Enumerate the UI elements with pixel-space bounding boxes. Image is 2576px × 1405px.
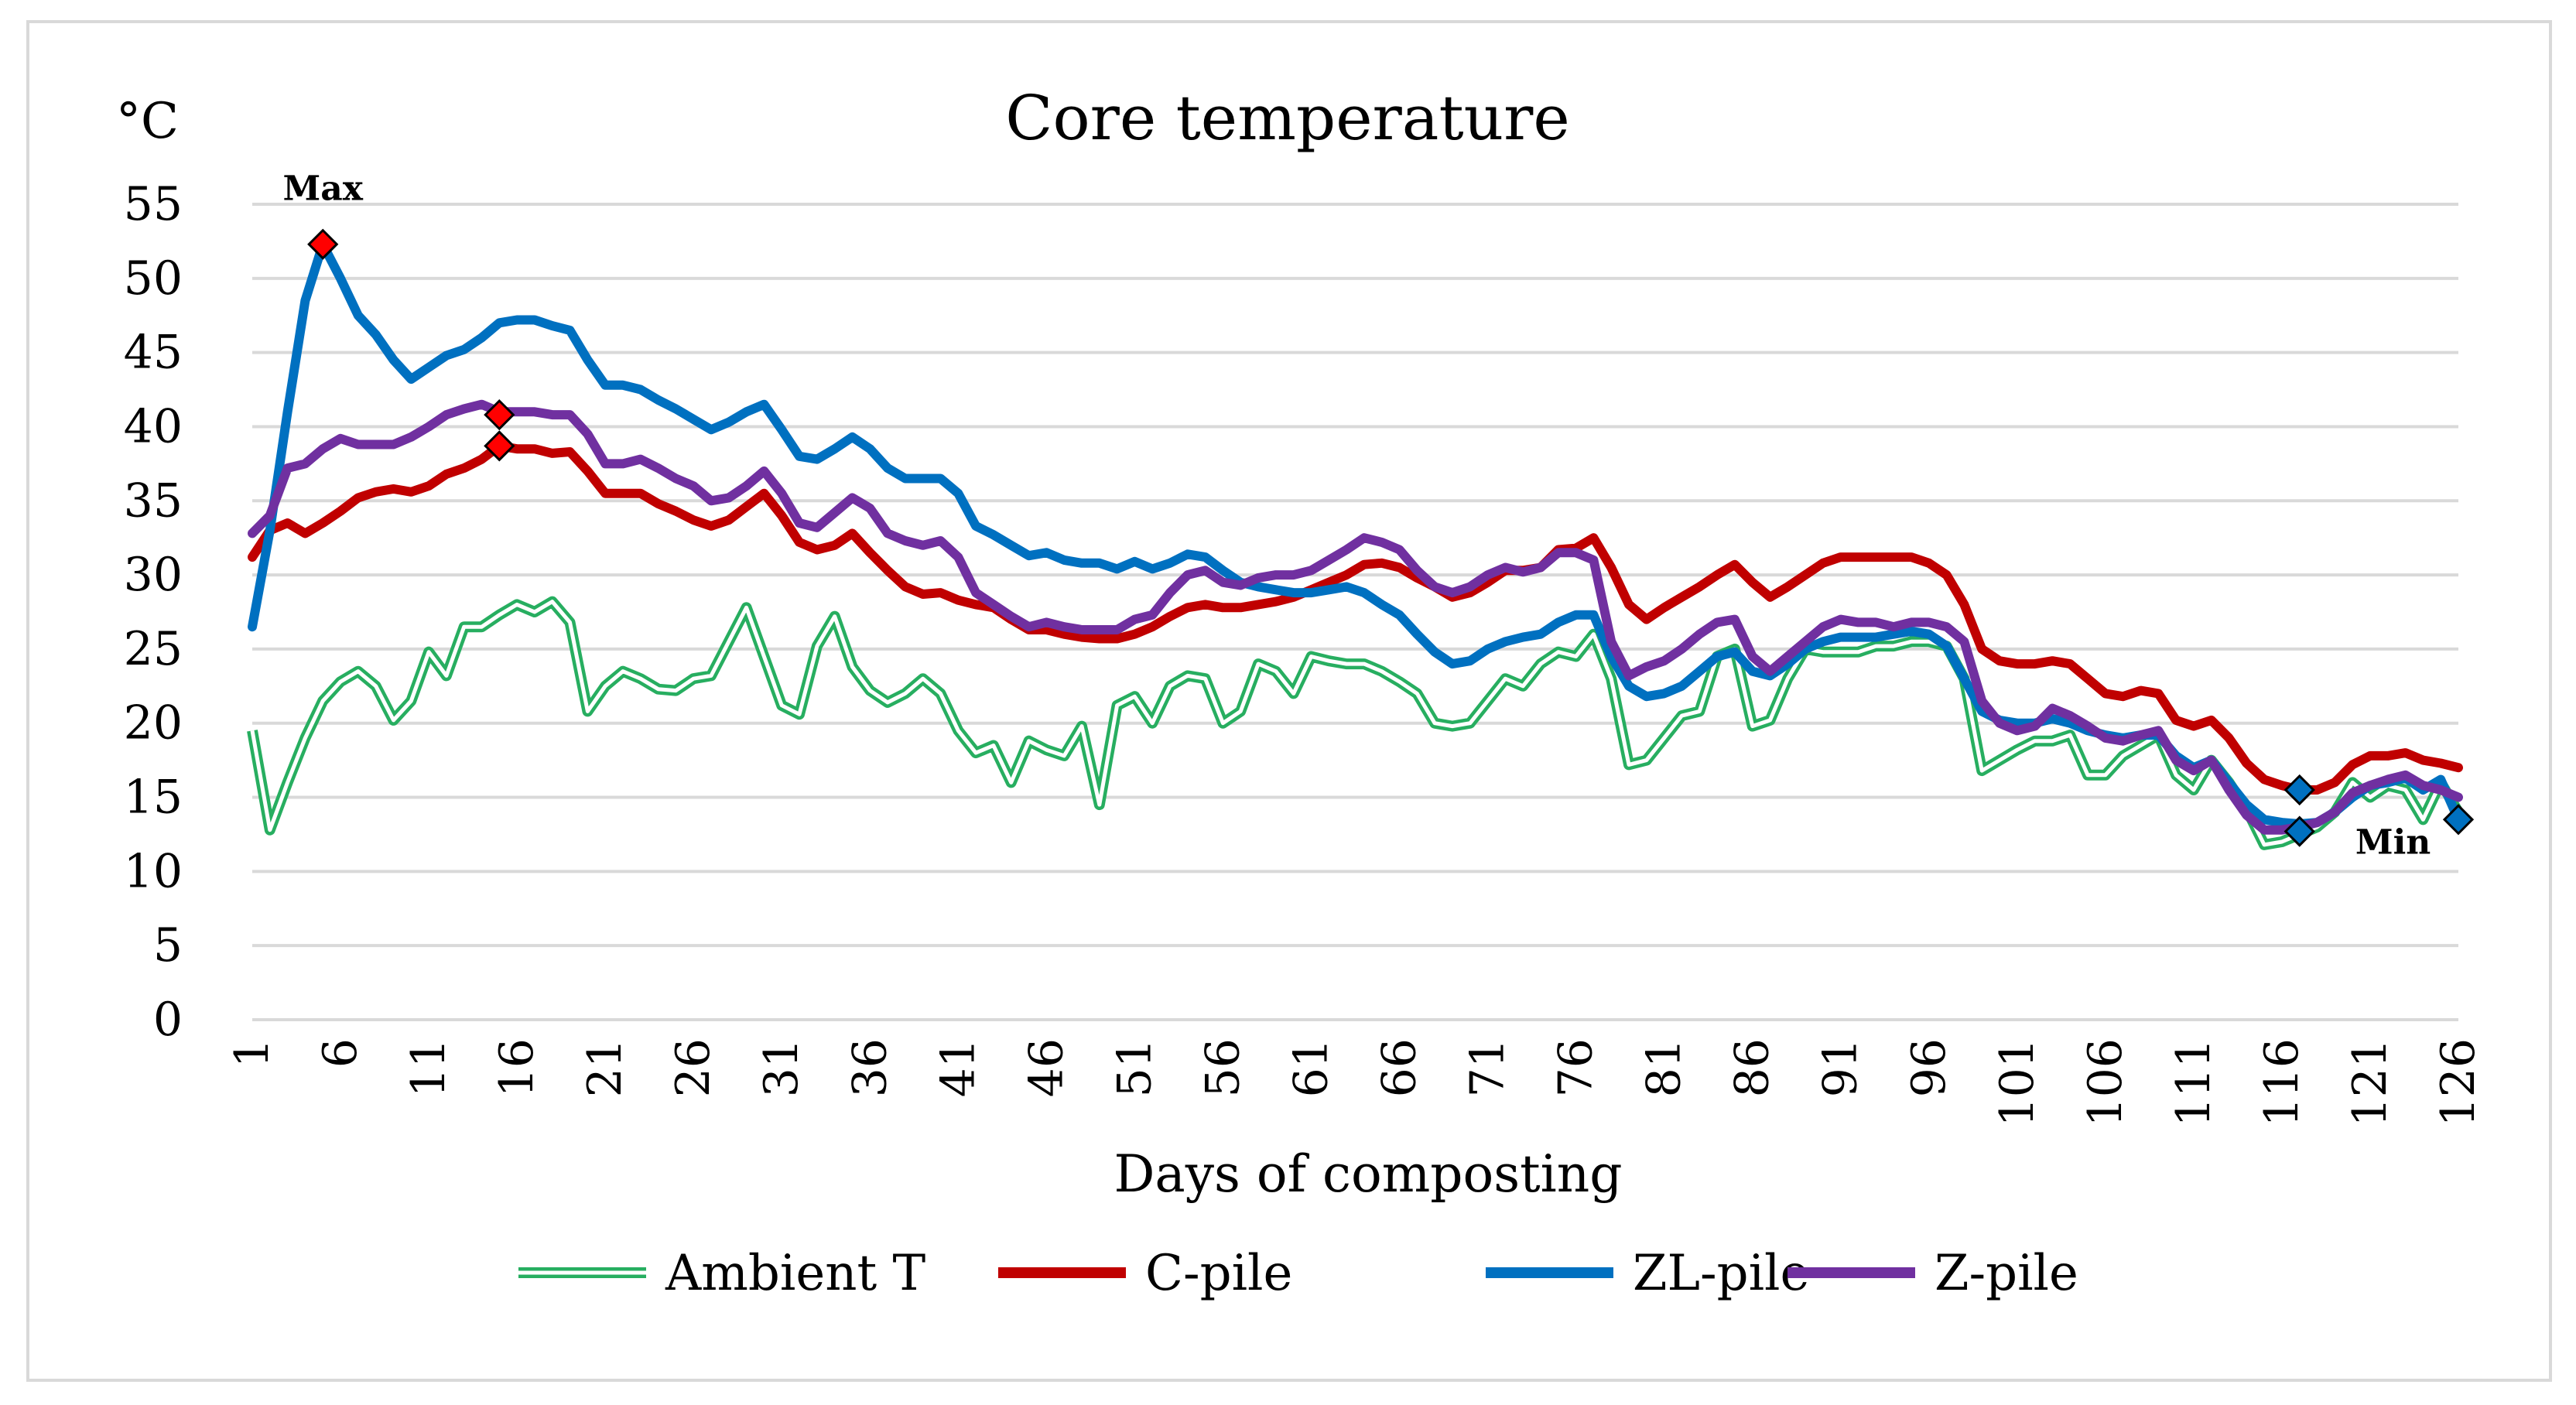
y-tick-label: 30 bbox=[124, 548, 183, 602]
x-tick-label: 76 bbox=[1549, 1038, 1603, 1097]
y-tick-label: 40 bbox=[124, 399, 183, 453]
x-tick-label: 31 bbox=[754, 1038, 809, 1097]
x-tick-label: 116 bbox=[2255, 1038, 2309, 1127]
series-line-ambient-t-inner bbox=[250, 600, 2461, 847]
y-tick-label: 0 bbox=[153, 993, 183, 1047]
legend-label-z-pile: Z-pile bbox=[1935, 1245, 2078, 1302]
y-tick-label: 45 bbox=[124, 326, 183, 380]
extreme-markers bbox=[307, 228, 2475, 847]
x-tick-label: 41 bbox=[931, 1038, 985, 1097]
y-tick-label: 50 bbox=[124, 251, 183, 306]
max-marker-zl-pile bbox=[307, 228, 339, 260]
y-axis-label: °C bbox=[116, 93, 179, 150]
y-tick-label: 25 bbox=[124, 622, 183, 676]
min-marker-z-pile bbox=[2284, 815, 2315, 847]
x-tick-label: 6 bbox=[313, 1038, 368, 1068]
annotations: Max Min bbox=[283, 169, 2431, 862]
max-marker-z-pile bbox=[484, 399, 515, 431]
chart-title: Core temperature bbox=[1005, 82, 1570, 154]
legend-label-c-pile: C-pile bbox=[1145, 1245, 1292, 1302]
gridlines bbox=[252, 203, 2458, 1021]
y-tick-label: 20 bbox=[124, 696, 183, 750]
legend-label-zl-pile: ZL-pile bbox=[1633, 1245, 1809, 1302]
annotation-max: Max bbox=[283, 169, 364, 208]
y-tick-label: 5 bbox=[153, 918, 183, 973]
x-tick-label: 91 bbox=[1814, 1038, 1868, 1097]
x-tick-label: 101 bbox=[1990, 1038, 2044, 1127]
x-tick-label: 16 bbox=[490, 1038, 544, 1097]
y-tick-label: 15 bbox=[124, 771, 183, 825]
x-tick-label: 121 bbox=[2343, 1038, 2397, 1127]
max-marker-c-pile bbox=[484, 430, 515, 462]
series-line-c-pile bbox=[248, 441, 2463, 795]
y-tick-label: 10 bbox=[124, 844, 183, 898]
x-tick-label: 86 bbox=[1726, 1038, 1780, 1097]
x-tick-label: 81 bbox=[1637, 1038, 1692, 1097]
y-tick-labels: 0 5 10 15 20 25 30 35 40 45 50 55 bbox=[124, 177, 183, 1047]
min-marker-zl-pile bbox=[2442, 804, 2475, 836]
x-tick-label: 56 bbox=[1196, 1038, 1250, 1097]
series-lines bbox=[247, 239, 2464, 850]
min-marker-zl-pile bbox=[2284, 774, 2315, 806]
x-tick-label: 46 bbox=[1019, 1038, 1073, 1097]
legend-label-ambient-t: Ambient T bbox=[665, 1245, 926, 1302]
x-tick-label: 11 bbox=[402, 1038, 456, 1097]
x-tick-label: 106 bbox=[2078, 1038, 2133, 1127]
x-tick-label: 71 bbox=[1461, 1038, 1515, 1097]
x-tick-label: 1 bbox=[225, 1038, 279, 1068]
x-tick-label: 61 bbox=[1284, 1038, 1338, 1097]
x-tick-label: 66 bbox=[1373, 1038, 1427, 1097]
y-tick-label: 55 bbox=[124, 177, 183, 231]
x-tick-label: 96 bbox=[1902, 1038, 1956, 1097]
legend: Ambient T C-pile ZL-pile Z-pile bbox=[518, 1245, 2078, 1302]
x-tick-labels: 1 6 11 16 21 26 31 36 41 46 51 56 61 66 71 76 81 86 91 96 10… bbox=[225, 1038, 2485, 1127]
y-tick-label: 35 bbox=[124, 473, 183, 528]
annotation-min: Min bbox=[2355, 822, 2431, 862]
x-tick-label: 36 bbox=[843, 1038, 897, 1097]
x-tick-label: 26 bbox=[666, 1038, 720, 1097]
x-tick-label: 111 bbox=[2167, 1038, 2221, 1127]
x-tick-label: 21 bbox=[578, 1038, 632, 1097]
x-tick-label: 51 bbox=[1107, 1038, 1161, 1097]
chart-frame bbox=[26, 20, 2552, 1382]
x-tick-label: 126 bbox=[2431, 1038, 2485, 1127]
x-axis-label: Days of composting bbox=[1114, 1144, 1622, 1204]
series-line-z-pile bbox=[248, 399, 2463, 835]
